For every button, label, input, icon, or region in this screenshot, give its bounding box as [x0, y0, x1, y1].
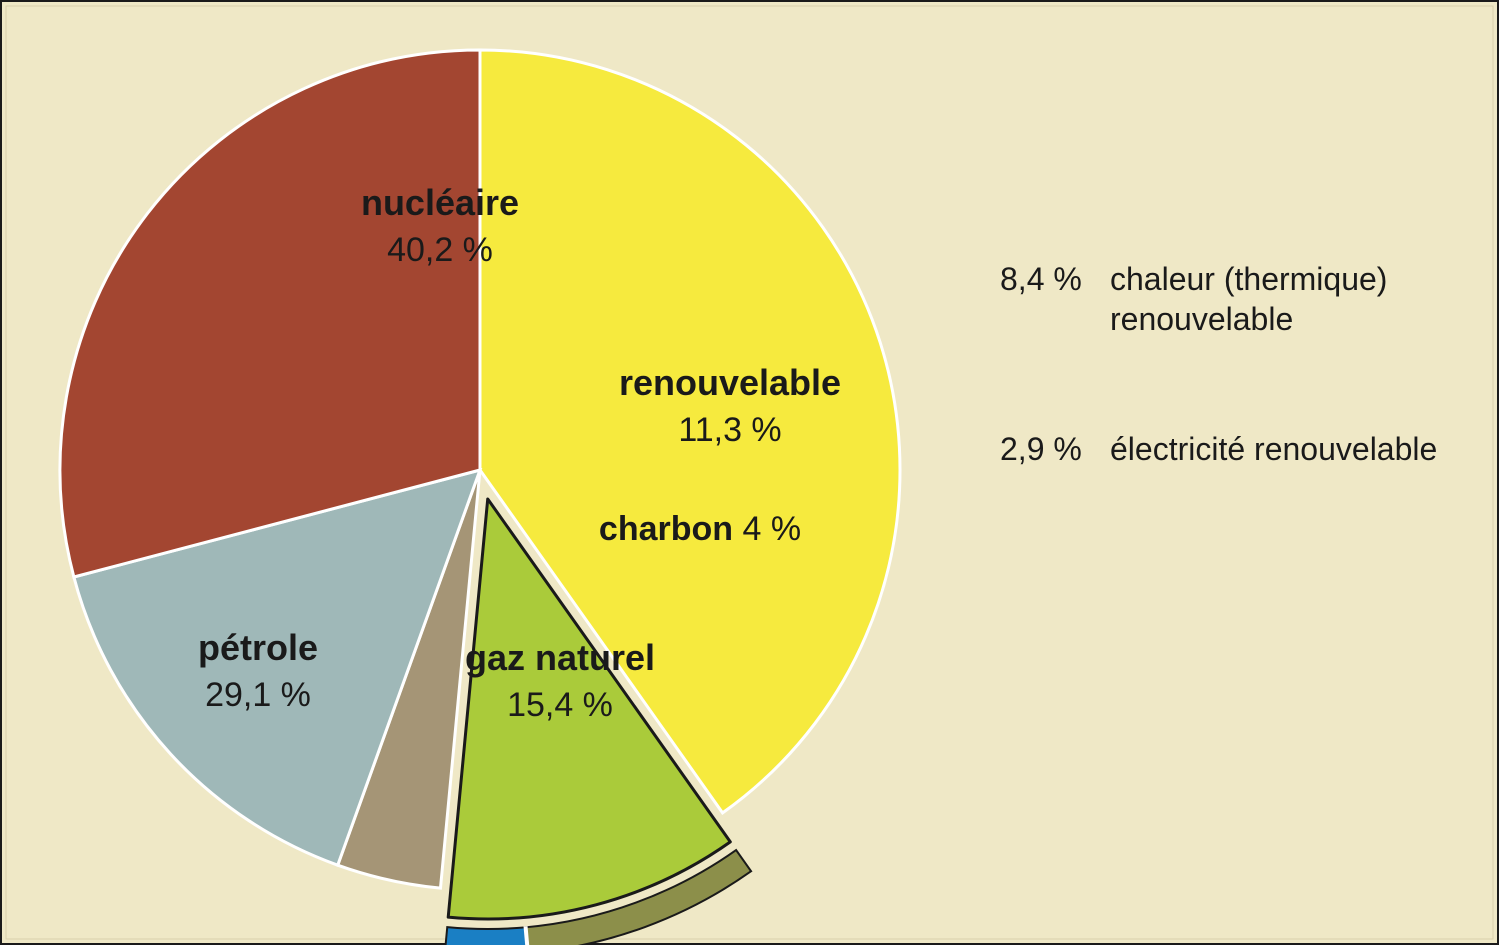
callout-chaleur-text-line2: renouvelable	[1110, 301, 1293, 337]
label-nucleaire-value: 40,2 %	[387, 231, 493, 269]
label-renouvelable-value: 11,3 %	[678, 411, 781, 449]
label-charbon-name: charbon	[599, 510, 743, 548]
label-nucleaire-name: nucléaire	[361, 182, 519, 223]
callout-chaleur-text-line1: chaleur (thermique)	[1110, 261, 1387, 297]
label-petrole-name: pétrole	[198, 627, 318, 668]
breakdown-arc-elec	[445, 927, 528, 945]
label-gaz-name: gaz naturel	[465, 637, 655, 678]
label-petrole-value: 29,1 %	[205, 676, 311, 714]
pie-chart-svg: nucléaire 40,2 % renouvelable 11,3 % charbon…	[0, 0, 1499, 945]
label-charbon: charbon 4 %	[599, 510, 801, 548]
label-charbon-value: 4 %	[742, 510, 801, 548]
breakdown-arc-separator	[526, 926, 528, 945]
label-gaz-value: 15,4 %	[507, 686, 613, 724]
callout-chaleur-pct: 8,4 %	[1000, 261, 1082, 297]
chart-frame: nucléaire 40,2 % renouvelable 11,3 % charbon…	[0, 0, 1499, 945]
callout-elec-pct: 2,9 %	[1000, 431, 1082, 467]
callout-elec-text-line1: électricité renouvelable	[1110, 431, 1437, 467]
label-renouvelable-name: renouvelable	[619, 362, 841, 403]
